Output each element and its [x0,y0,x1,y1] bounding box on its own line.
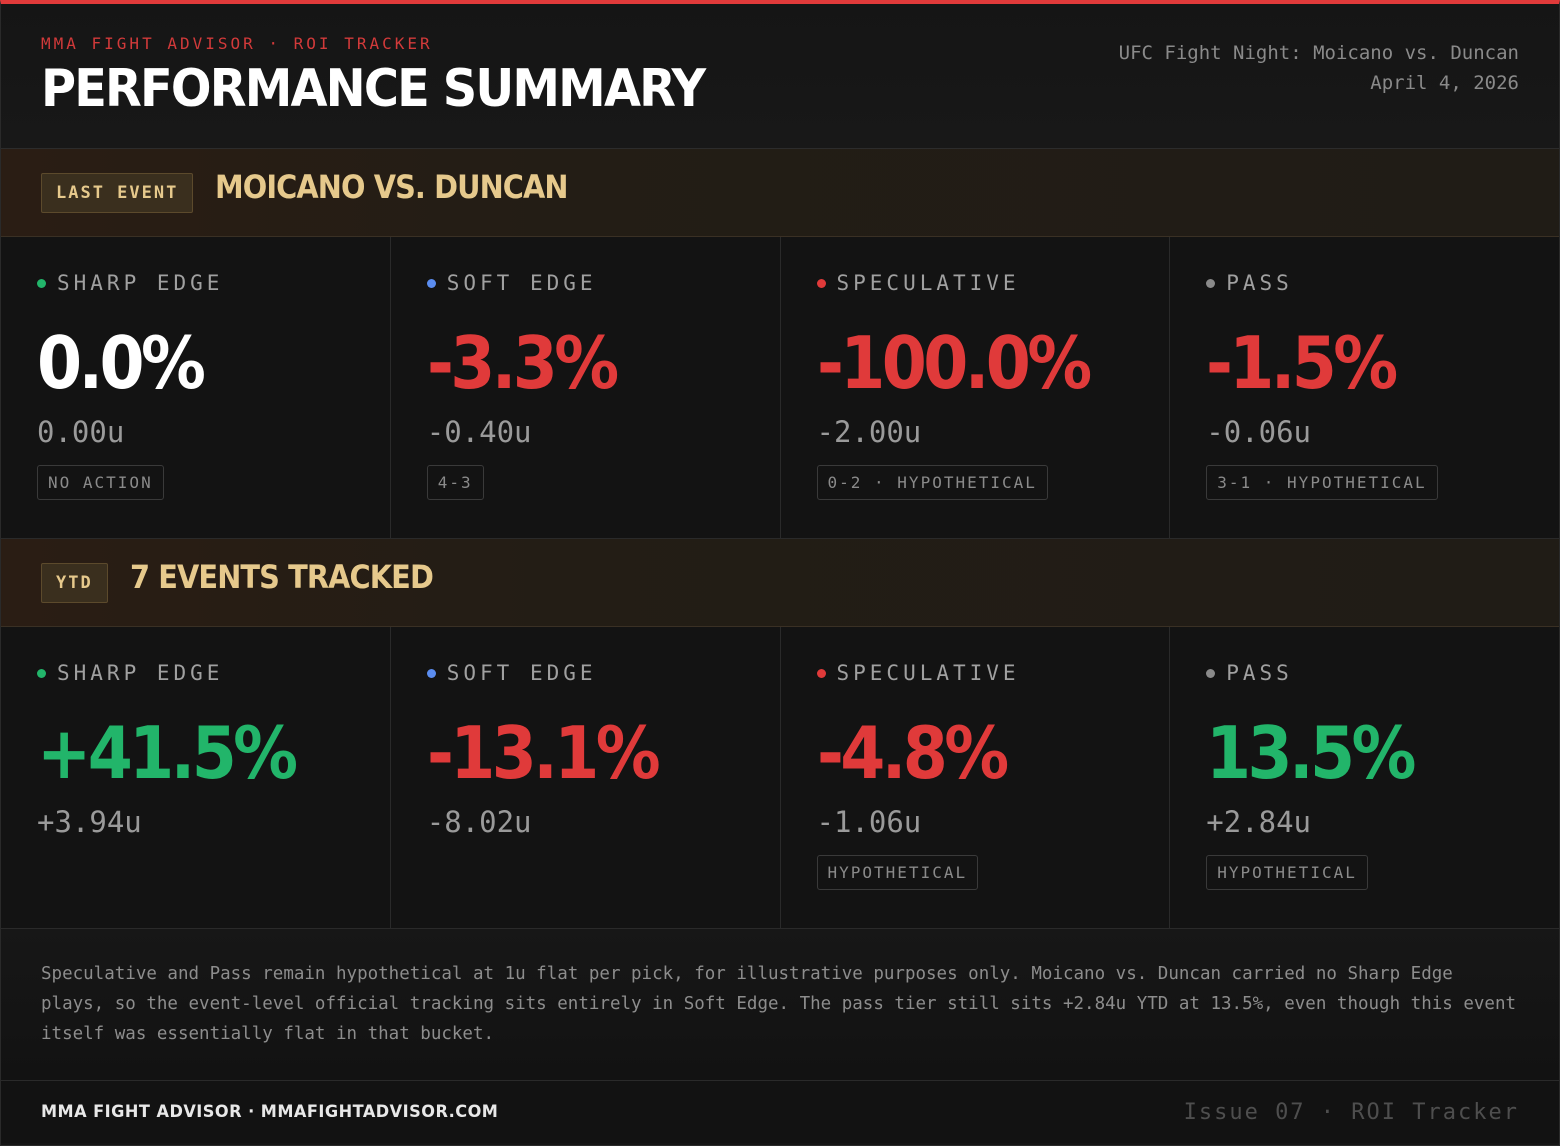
last-event-soft-edge: SOFT EDGE -3.3% -0.40u 4-3 [390,237,781,538]
tier-label: PASS [1226,661,1293,685]
tier-label: PASS [1226,271,1293,295]
tier-record-chip: HYPOTHETICAL [816,855,979,890]
tier-roi-percent: -1.5% [1206,321,1398,405]
last-event-sharp-edge: SHARP EDGE 0.0% 0.00u NO ACTION [1,237,391,538]
tier-label: SHARP EDGE [57,271,224,295]
tier-roi-percent: -100.0% [816,321,1092,405]
tier-roi-percent: -4.8% [816,711,1009,795]
tier-record-chip: HYPOTHETICAL [1206,855,1368,890]
tier-units: +2.84u [1206,805,1312,839]
ytd-grid: SHARP EDGE +41.5% +3.94u SOFT EDGE -13.1… [1,627,1559,929]
tier-units: -8.02u [426,805,532,839]
event-date: April 4, 2026 [1370,72,1519,94]
tier-dot-icon [426,278,436,288]
event-name: UFC Fight Night: Moicano vs. Duncan [1118,42,1519,64]
tier-units: -0.40u [426,415,532,449]
ytd-band: YTD 7 EVENTS TRACKED [1,539,1559,627]
tier-dot-icon [426,668,436,678]
footer: MMA FIGHT ADVISOR · MMAFIGHTADVISOR.COM … [1,1081,1559,1143]
tier-units: -1.06u [816,805,922,839]
tier-roi-percent: -13.1% [426,711,661,795]
ytd-title: 7 EVENTS TRACKED [129,557,434,596]
tier-roi-percent: 0.0% [37,321,206,405]
tier-dot-icon [1206,278,1216,288]
tier-record-chip: 4-3 [426,465,484,500]
ytd-soft-edge: SOFT EDGE -13.1% -8.02u [390,627,781,928]
last-event-tag: LAST EVENT [41,172,194,213]
tier-roi-percent: 13.5% [1206,711,1416,795]
tier-dot-icon [816,668,826,678]
tier-dot-icon [37,668,46,678]
tier-label: SPECULATIVE [836,661,1020,685]
tier-dot-icon [37,278,46,288]
tier-units: -0.06u [1206,415,1312,449]
tier-label: SOFT EDGE [446,661,597,685]
tier-label: SHARP EDGE [57,661,224,685]
page-title: PERFORMANCE SUMMARY [41,59,706,119]
tier-record-chip: 3-1 · HYPOTHETICAL [1206,465,1438,500]
kicker: MMA FIGHT ADVISOR · ROI TRACKER [41,34,433,53]
last-event-pass: PASS -1.5% -0.06u 3-1 · HYPOTHETICAL [1170,237,1559,538]
footer-brand: MMA FIGHT ADVISOR · MMAFIGHTADVISOR.COM [41,1102,499,1122]
tier-label: SOFT EDGE [446,271,597,295]
tier-roi-percent: -3.3% [426,321,619,405]
last-event-title: MOICANO VS. DUNCAN [215,167,569,206]
ytd-tag: YTD [41,562,108,603]
disclaimer-note: Speculative and Pass remain hypothetical… [1,929,1559,1081]
tier-label: SPECULATIVE [836,271,1020,295]
tier-roi-percent: +41.5% [37,711,298,795]
tier-record-chip: 0-2 · HYPOTHETICAL [816,465,1048,500]
header: MMA FIGHT ADVISOR · ROI TRACKER PERFORMA… [1,4,1559,149]
last-event-speculative: SPECULATIVE -100.0% -2.00u 0-2 · HYPOTHE… [780,237,1171,538]
tier-units: 0.00u [37,415,125,449]
ytd-pass: PASS 13.5% +2.84u HYPOTHETICAL [1170,627,1559,928]
tier-units: +3.94u [37,805,142,839]
ytd-speculative: SPECULATIVE -4.8% -1.06u HYPOTHETICAL [780,627,1171,928]
event-info: UFC Fight Night: Moicano vs. Duncan Apri… [1119,38,1519,98]
last-event-grid: SHARP EDGE 0.0% 0.00u NO ACTION SOFT EDG… [1,237,1559,539]
tier-units: -2.00u [816,415,922,449]
tier-dot-icon [1206,668,1216,678]
footer-issue: Issue 07 · ROI Tracker [1183,1099,1519,1125]
last-event-band: LAST EVENT MOICANO VS. DUNCAN [1,149,1559,237]
ytd-sharp-edge: SHARP EDGE +41.5% +3.94u [1,627,391,928]
tier-record-chip: NO ACTION [37,465,164,500]
tier-dot-icon [816,278,826,288]
